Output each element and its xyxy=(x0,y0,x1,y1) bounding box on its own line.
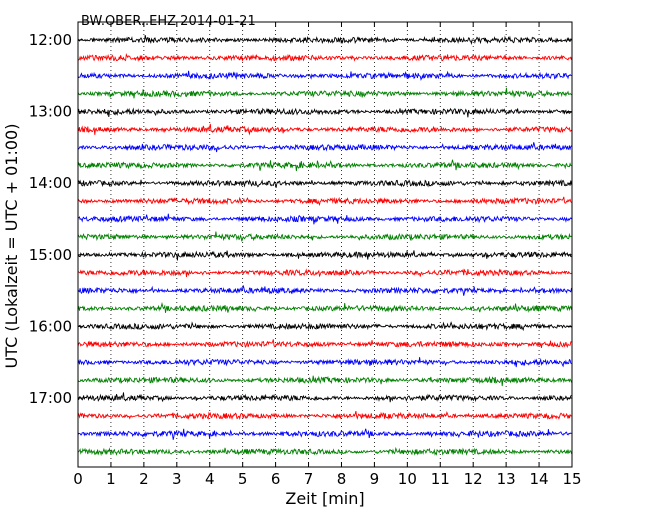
trace-1645 xyxy=(77,375,572,387)
x-tick-label-15: 15 xyxy=(562,470,581,488)
trace-1330 xyxy=(77,142,572,153)
trace-1230 xyxy=(77,70,572,81)
y-tick-label-5: 17:00 xyxy=(29,389,72,407)
x-tick-label-9: 9 xyxy=(370,470,380,488)
trace-1745 xyxy=(77,446,572,457)
trace-1300 xyxy=(77,107,572,118)
trace-1315 xyxy=(77,123,572,136)
trace-1545 xyxy=(77,301,572,313)
trace-1700 xyxy=(77,392,572,403)
x-tick-label-4: 4 xyxy=(205,470,215,488)
trace-1630 xyxy=(77,357,572,368)
y-tick-label-2: 14:00 xyxy=(29,174,72,192)
trace-1215 xyxy=(77,52,572,62)
trace-1730 xyxy=(77,428,572,440)
x-tick-label-14: 14 xyxy=(530,470,549,488)
trace-1400 xyxy=(77,179,572,188)
x-tick-label-0: 0 xyxy=(73,470,83,488)
y-tick-label-4: 16:00 xyxy=(29,317,72,335)
x-axis-label: Zeit [min] xyxy=(285,489,364,508)
x-tick-label-11: 11 xyxy=(431,470,450,488)
x-tick-label-6: 6 xyxy=(271,470,281,488)
x-tick-label-3: 3 xyxy=(172,470,182,488)
trace-1430 xyxy=(77,213,572,225)
axis-ticks: 0 1 2 3 4 5 6 7 8 9 10 11 12 13 14 1512:0013:0014:0015:… xyxy=(29,22,582,488)
trace-series xyxy=(77,34,572,457)
x-tick-label-12: 12 xyxy=(464,470,483,488)
trace-1415 xyxy=(77,196,572,206)
trace-1345 xyxy=(77,159,572,172)
y-tick-label-0: 12:00 xyxy=(29,31,72,49)
x-tick-label-5: 5 xyxy=(238,470,248,488)
x-tick-label-10: 10 xyxy=(398,470,417,488)
trace-1245 xyxy=(77,87,572,99)
trace-1515 xyxy=(77,268,572,278)
trace-1615 xyxy=(77,339,572,349)
trace-1600 xyxy=(77,321,572,332)
trace-1500 xyxy=(77,249,572,261)
y-axis-label: UTC (Lokalzeit = UTC + 01:00) xyxy=(2,124,21,369)
x-tick-label-2: 2 xyxy=(139,470,149,488)
y-tick-label-3: 15:00 xyxy=(29,246,72,264)
trace-1445 xyxy=(77,231,572,242)
x-tick-label-1: 1 xyxy=(106,470,116,488)
trace-1715 xyxy=(77,410,572,421)
x-tick-label-13: 13 xyxy=(497,470,516,488)
x-tick-label-7: 7 xyxy=(304,470,314,488)
plot-frame xyxy=(77,21,573,468)
x-tick-label-8: 8 xyxy=(337,470,347,488)
trace-1530 xyxy=(77,285,572,296)
trace-1200 xyxy=(77,34,572,46)
y-tick-label-1: 13:00 xyxy=(29,103,72,121)
